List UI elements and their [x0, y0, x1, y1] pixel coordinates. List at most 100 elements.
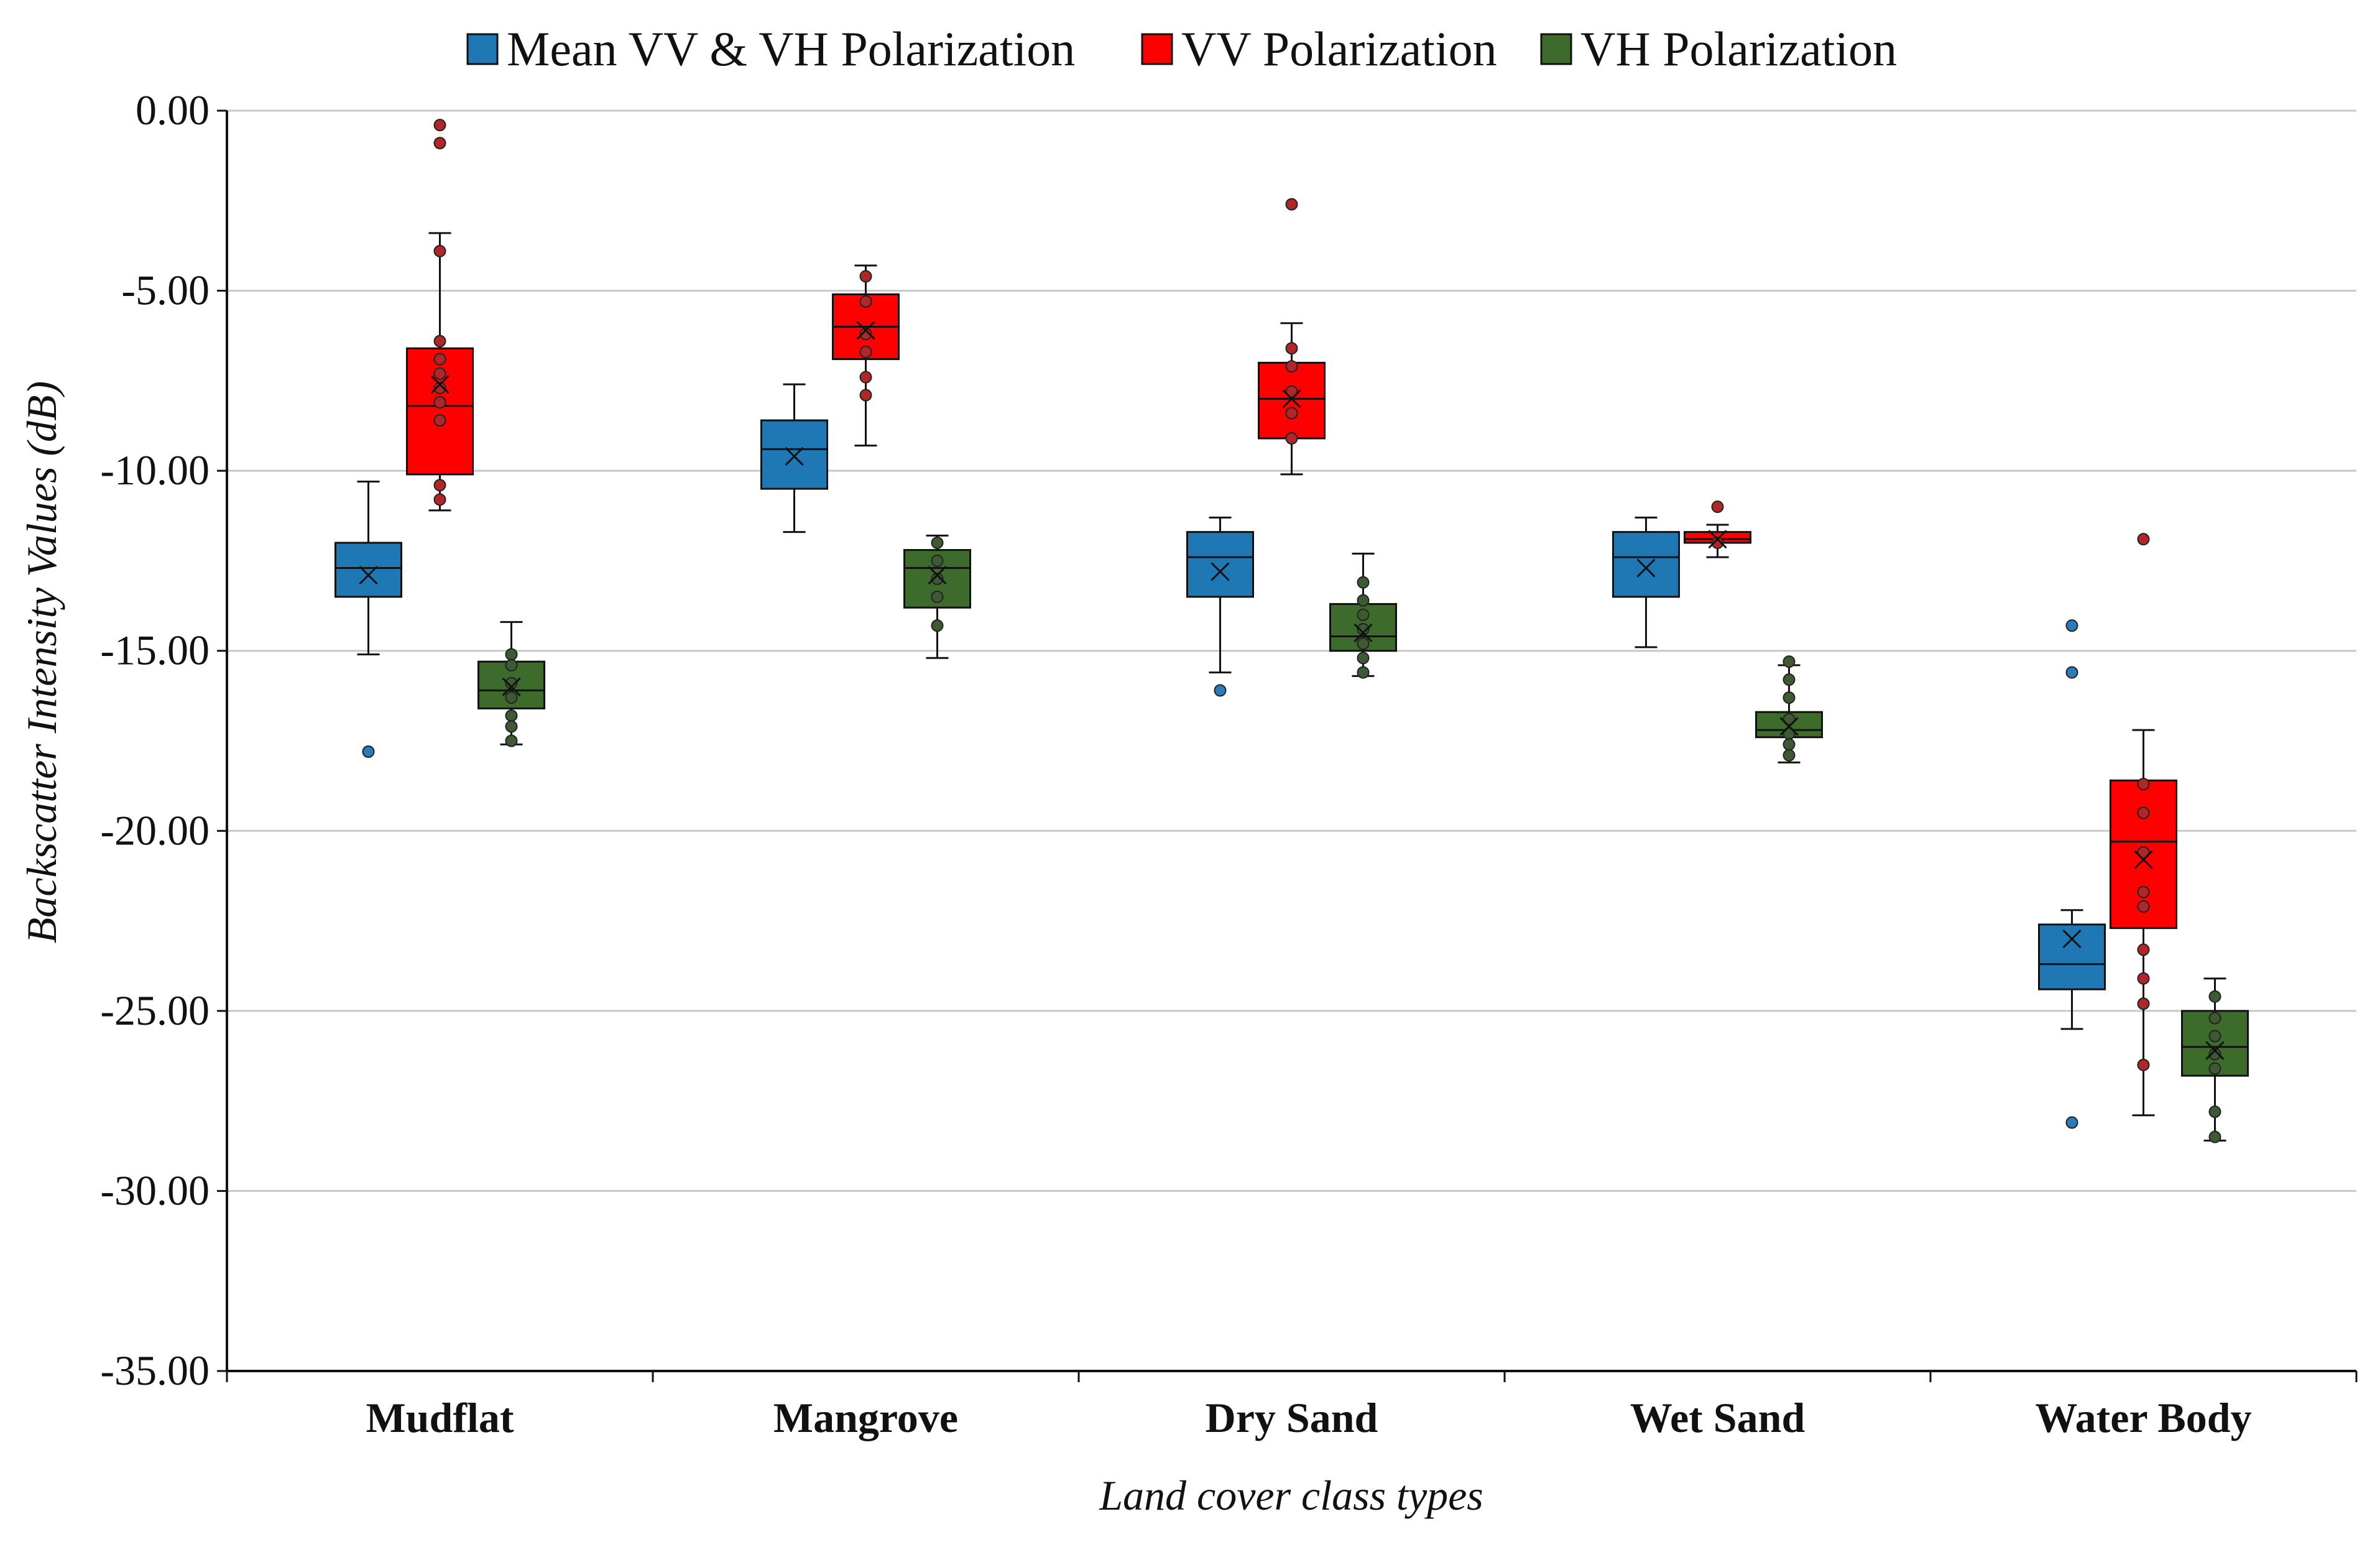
mean-marker — [1636, 558, 1656, 578]
data-point — [362, 745, 375, 758]
data-point — [1357, 652, 1370, 665]
box-rect — [406, 347, 474, 476]
data-point — [433, 137, 446, 150]
mean-marker — [1708, 530, 1727, 549]
mean-marker — [430, 375, 450, 394]
y-tick-label: -30.00 — [100, 1166, 210, 1214]
x-category-label: Mangrove — [773, 1394, 958, 1441]
data-point — [2208, 1048, 2221, 1061]
box-rect — [1612, 531, 1680, 598]
data-point — [2208, 1130, 2221, 1143]
box-0-4 — [2038, 619, 2106, 1129]
mean-marker — [785, 446, 804, 466]
data-point — [1711, 501, 1724, 514]
data-point — [2137, 777, 2150, 790]
mean-marker — [2205, 1041, 2225, 1060]
box-2-2 — [1329, 552, 1397, 679]
data-point — [2065, 666, 2078, 679]
data-point — [859, 328, 872, 341]
legend-swatch-mean — [466, 33, 499, 65]
data-point — [505, 658, 518, 672]
box-2-3 — [1755, 655, 1823, 764]
box-0-3 — [1612, 516, 1680, 649]
y-tick-label: 0.00 — [136, 86, 210, 134]
data-point — [2137, 1058, 2150, 1071]
data-point — [2137, 943, 2150, 956]
data-point — [2208, 1012, 2221, 1025]
legend-label-mean: Mean VV & VH Polarization — [507, 22, 1075, 76]
mean-marker — [1282, 389, 1301, 409]
data-point — [505, 676, 518, 690]
box-2-0 — [477, 621, 545, 747]
mean-marker — [928, 566, 947, 585]
data-point — [931, 590, 944, 603]
box-0-1 — [760, 383, 828, 533]
data-point — [2137, 846, 2150, 859]
data-point — [433, 479, 446, 492]
x-axis: Mudflat Mangrove Dry Sand Wet Sand Water Bod… — [226, 1370, 2358, 1441]
data-point — [859, 270, 872, 283]
data-point — [1214, 684, 1227, 697]
legend-swatch-vv — [1141, 33, 1173, 65]
data-point — [931, 619, 944, 632]
data-point — [859, 371, 872, 384]
x-category-label: Wet Sand — [1630, 1394, 1806, 1441]
data-point — [1783, 655, 1796, 668]
data-point — [505, 691, 518, 704]
mean-marker — [2134, 850, 2153, 869]
data-point — [1285, 198, 1298, 211]
data-point — [859, 295, 872, 308]
data-point — [1357, 576, 1370, 589]
mean-marker — [1211, 562, 1230, 581]
data-point — [2208, 1030, 2221, 1043]
data-point — [2208, 1062, 2221, 1075]
data-point — [433, 353, 446, 366]
y-tick-label: -15.00 — [100, 627, 210, 674]
data-point — [1711, 536, 1724, 549]
data-point — [1357, 637, 1370, 650]
mean-marker — [2062, 929, 2082, 949]
data-point — [2208, 990, 2221, 1003]
mean-marker — [1354, 623, 1373, 642]
data-point — [1357, 622, 1370, 635]
mean-marker — [502, 677, 521, 696]
x-axis-title: Land cover class types — [1099, 1472, 1483, 1519]
data-point — [433, 119, 446, 132]
data-point — [1285, 342, 1298, 355]
data-point — [2137, 997, 2150, 1010]
data-point — [433, 493, 446, 506]
data-point — [2137, 972, 2150, 985]
box-rect — [1186, 531, 1254, 598]
data-point — [433, 396, 446, 409]
data-point — [1285, 360, 1298, 373]
box-1-2 — [1258, 198, 1326, 476]
data-point — [1285, 407, 1298, 420]
data-point — [433, 381, 446, 394]
data-point — [2137, 885, 2150, 898]
y-tick-label: -35.00 — [100, 1347, 210, 1394]
legend-label-vh: VH Polarization — [1580, 22, 1897, 76]
data-point — [2065, 1116, 2078, 1129]
legend-item-vh: VH Polarization — [1540, 22, 1897, 76]
mean-marker — [359, 566, 378, 585]
y-tick-label: -5.00 — [121, 267, 210, 314]
data-point — [505, 648, 518, 661]
data-point — [1783, 691, 1796, 704]
box-plot-area — [334, 119, 2249, 1143]
legend-item-vv: VV Polarization — [1141, 22, 1497, 76]
data-point — [2137, 806, 2150, 819]
data-point — [505, 720, 518, 733]
y-tick-label: -10.00 — [100, 446, 210, 494]
box-rect — [2038, 923, 2106, 990]
x-category-label: Mudflat — [366, 1394, 514, 1441]
legend: Mean VV & VH Polarization VV Polarizatio… — [466, 22, 1897, 76]
box-0-2 — [1186, 516, 1254, 697]
data-point — [1783, 713, 1796, 726]
mean-marker — [1779, 717, 1799, 736]
data-point — [1783, 749, 1796, 762]
y-axis-title: Backscatter Intensity Values (dB) — [18, 381, 65, 944]
box-1-4 — [2110, 533, 2177, 1117]
data-point — [1357, 594, 1370, 607]
